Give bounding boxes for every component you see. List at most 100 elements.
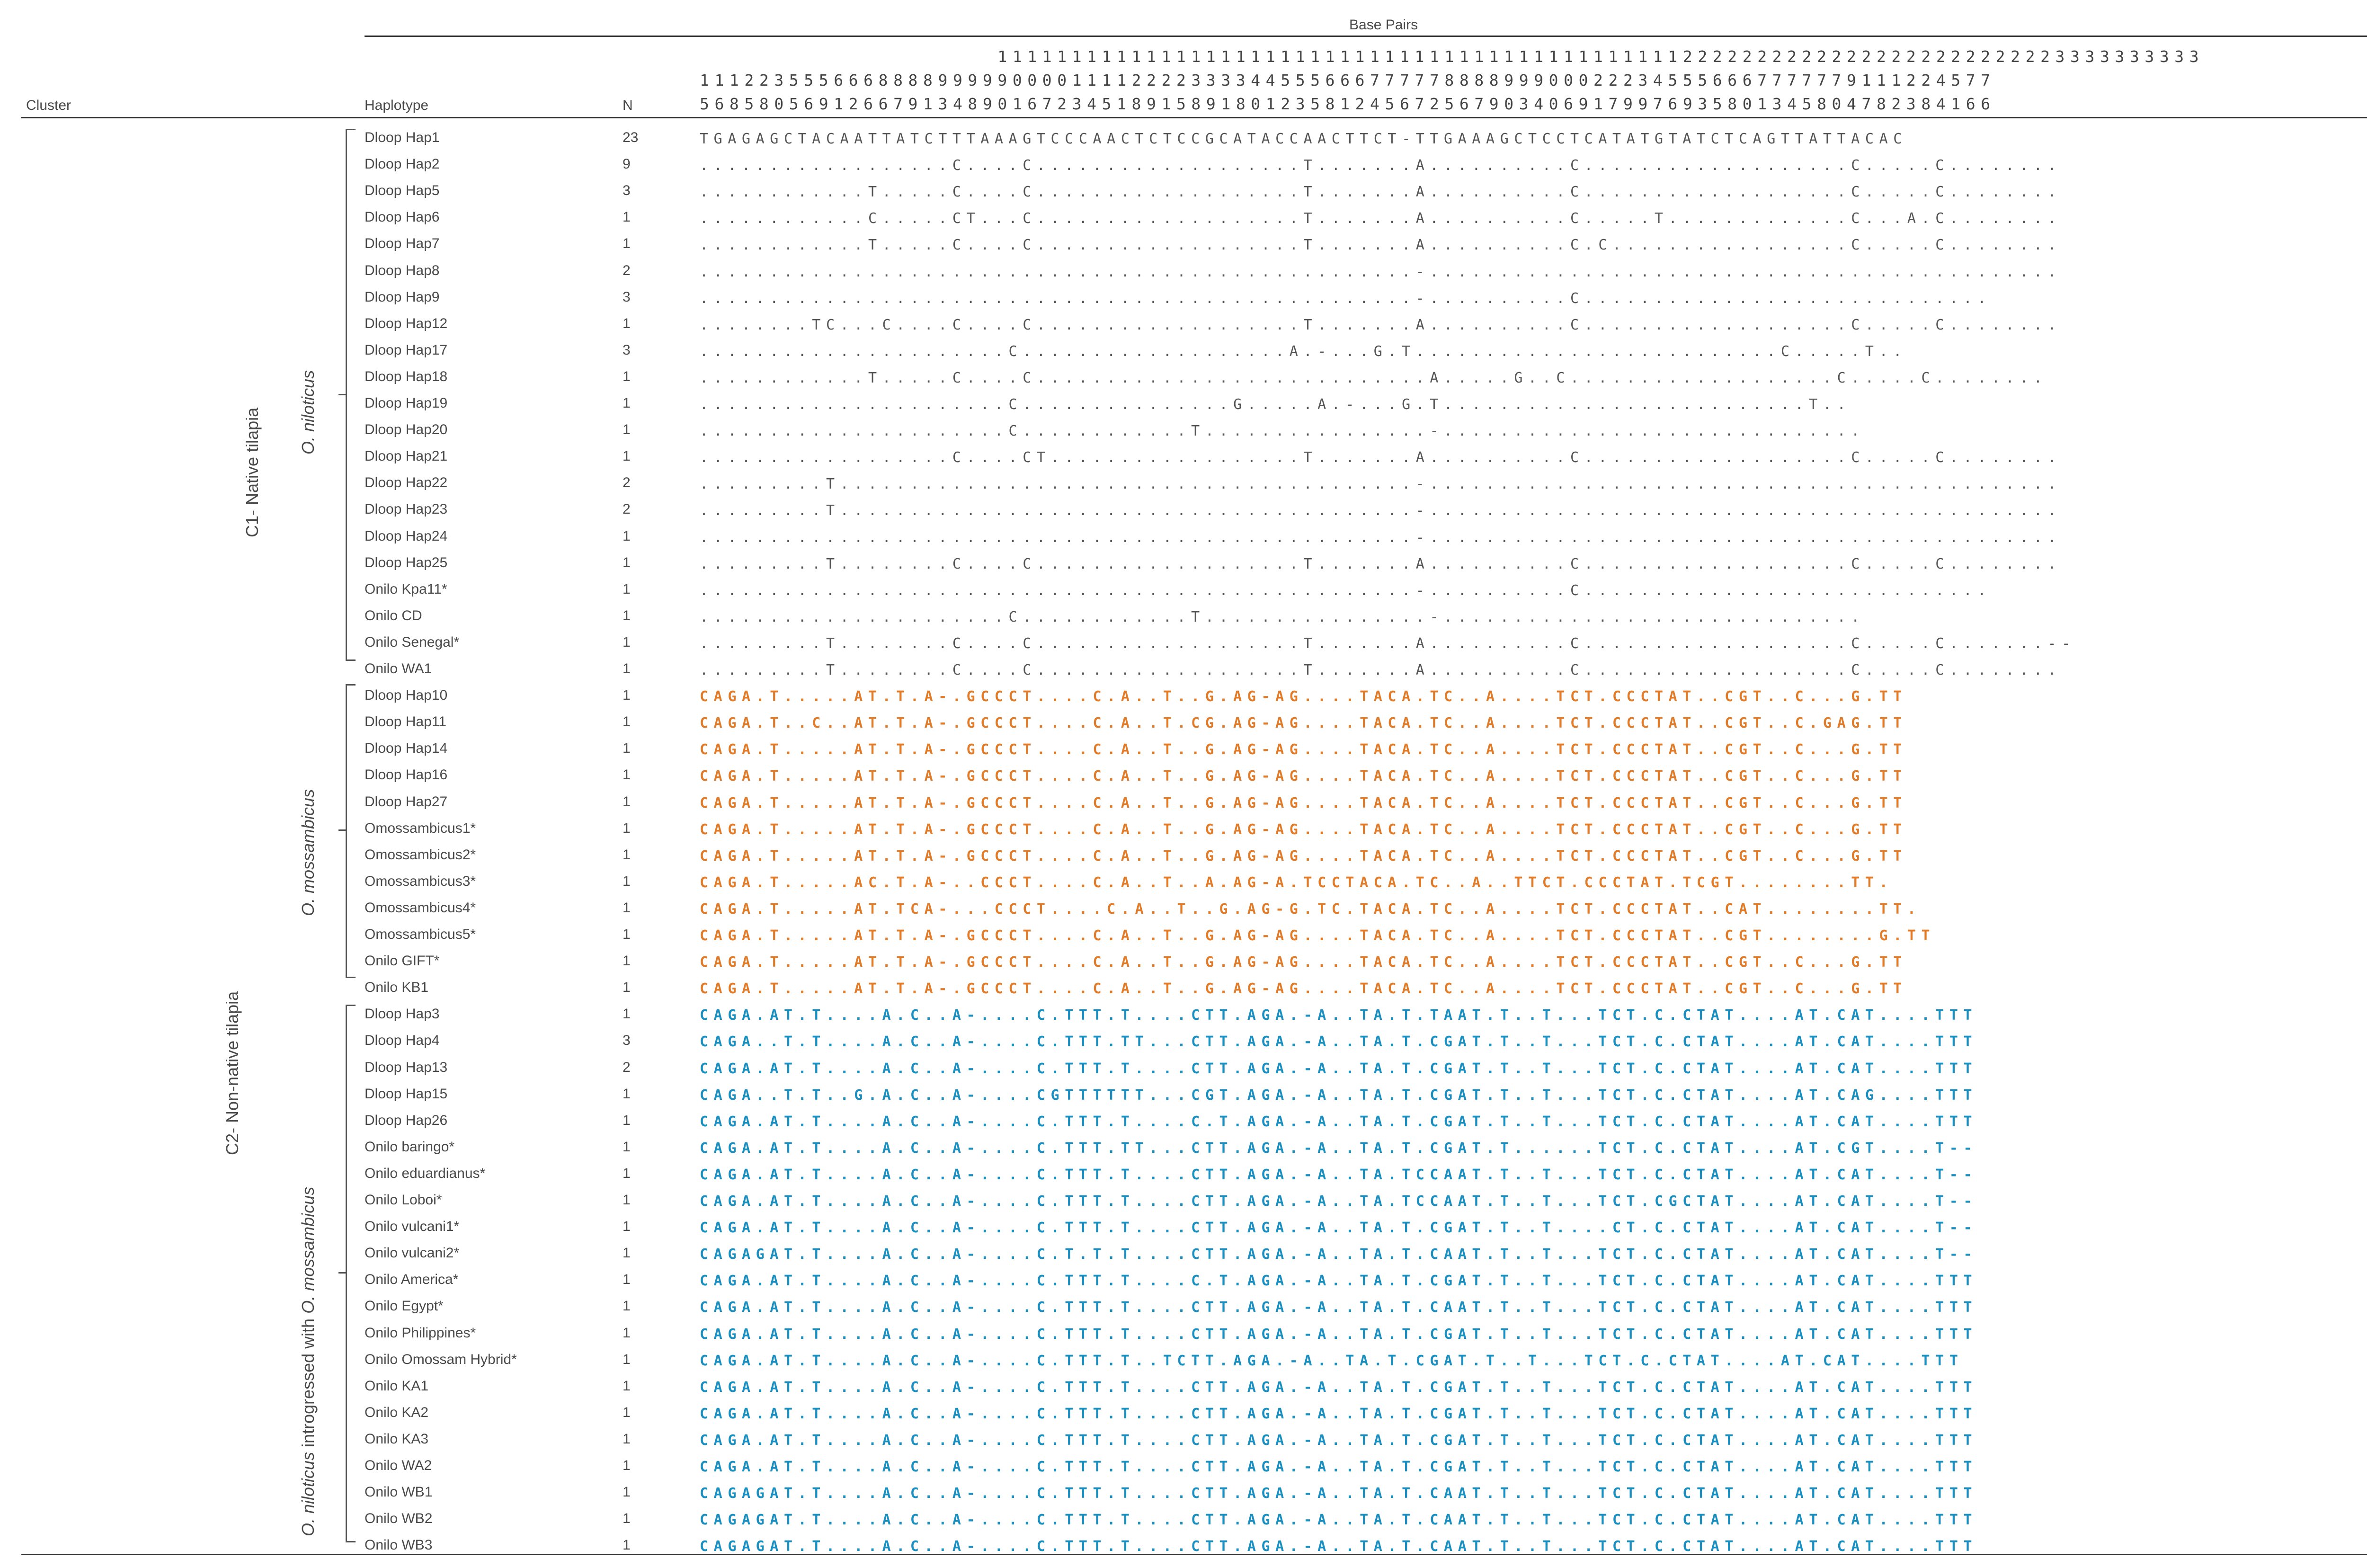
haplotype-name: Onilo vulcani2* (365, 1245, 460, 1261)
haplotype-count: 3 (623, 289, 631, 305)
haplotype-name: Dloop Hap24 (365, 528, 448, 544)
haplotype-count: 1 (623, 1378, 631, 1394)
table-row: Onilo Egypt* 1 CAGA.AT.T....A.C..A-....C.T… (0, 1295, 2367, 1322)
header-rule (21, 117, 2367, 118)
haplotype-sequence: CAGAGAT.T....A.C..A-....C.T.T.T....CTT.A… (700, 1246, 1978, 1263)
haplotype-sequence: CAGA.T.....AT.T.A-.GCCCT....C.A..T..G.AG… (700, 821, 1907, 838)
haplotype-count: 1 (623, 236, 631, 252)
haplotype-sequence: .........T..............................… (700, 502, 2062, 519)
haplotype-name: Omossambicus5* (365, 927, 476, 942)
haplotype-name: Dloop Hap22 (365, 475, 448, 491)
haplotype-name: Onilo vulcani1* (365, 1219, 460, 1235)
table-row: Dloop Hap18 1 ............T.....C....C....… (0, 366, 2367, 392)
haplotype-name: Onilo baringo* (365, 1139, 455, 1155)
haplotype-sequence: ............T.....C....C................… (700, 184, 2062, 201)
table-row: Onilo WA2 1 CAGA.AT.T....A.C..A-....C.TTT.… (0, 1455, 2367, 1481)
table-row: Onilo KB1 1 CAGA.T.....AT.T.A-.GCCCT....C.… (0, 977, 2367, 1003)
haplotype-sequence: CAGA.T.....AT.T.A-.GCCCT....C.A..T..G.AG… (700, 768, 1907, 785)
position-header-row: 1111111111111111111111111111111111111111… (700, 47, 2205, 66)
table-row: Onilo GIFT* 1 CAGA.T.....AT.T.A-.GCCCT....… (0, 950, 2367, 977)
table-row: Onilo CD 1 ......................C........… (0, 605, 2367, 632)
haplotype-count: 1 (623, 1245, 631, 1261)
haplotype-name: Onilo Kpa11* (365, 581, 447, 597)
table-row: Dloop Hap12 1 ........TC...C....C....C....… (0, 313, 2367, 339)
haplotype-count: 1 (623, 820, 631, 836)
haplotype-sequence: ........................................… (700, 263, 2062, 280)
haplotype-sequence: CAGA.AT.T....A.C..A-....C.TTT.T....CTT.A… (700, 1060, 1978, 1077)
haplotype-name: Omossambicus3* (365, 873, 476, 889)
haplotype-name: Onilo Senegal* (365, 634, 460, 650)
haplotype-name: Dloop Hap20 (365, 422, 448, 438)
haplotype-sequence: CAGA..T.T....A.C..A-....C.TTT.TT...CTT.A… (700, 1033, 1978, 1051)
haplotype-name: Onilo KA1 (365, 1378, 429, 1394)
table-row: Onilo WB1 1 CAGAGAT.T....A.C..A-....C.TTT.… (0, 1481, 2367, 1508)
haplotype-name: Dloop Hap16 (365, 767, 448, 783)
haplotype-name: Onilo KA3 (365, 1431, 429, 1447)
haplotype-sequence: ......................C............T....… (700, 608, 1865, 625)
bracket-niloticus (346, 129, 356, 661)
haplotype-sequence: ........................................… (700, 529, 2062, 546)
haplotype-count: 1 (623, 980, 631, 996)
haplotype-sequence: TGAGAGCTACAATTATCTTTAAAGTCCCAACTCTCCGCAT… (700, 131, 1907, 147)
top-rule (365, 36, 2367, 37)
haplotype-count: 1 (623, 740, 631, 757)
table-row: Onilo vulcani2* 1 CAGAGAT.T....A.C..A-....… (0, 1242, 2367, 1269)
haplotype-sequence: CAGA.AT.T....A.C..A-....C.TTT.T..TCTT.AG… (700, 1352, 1964, 1369)
haplotype-count: 1 (623, 1325, 631, 1341)
haplotype-sequence: CAGA.AT.T....A.C..A-....C.TTT.T....CTT.A… (700, 1193, 1978, 1210)
haplotype-sequence: CAGA.AT.T....A.C..A-....C.TTT.T....CTT.A… (700, 1379, 1978, 1396)
haplotype-sequence: CAGA.AT.T....A.C..A-....C.TTT.T....CTT.A… (700, 1220, 1978, 1237)
table-row: Dloop Hap1 23 TGAGAGCTACAATTATCTTTAAAGTCCC… (0, 127, 2367, 153)
haplotype-sequence: CAGA.T.....AT.T.A-.GCCCT....C.A..T..G.AG… (700, 847, 1907, 864)
haplotype-count: 1 (623, 448, 631, 464)
table-row: Onilo Kpa11* 1...........................… (0, 579, 2367, 605)
table-row: Dloop Hap11 1 CAGA.T..C..AT.T.A-.GCCCT....… (0, 711, 2367, 738)
bracket-introgressed (346, 1005, 356, 1542)
haplotype-sequence: CAGA.AT.T....A.C..A-....C.TTT.T....CTT.A… (700, 1459, 1978, 1475)
haplotype-name: Onilo KB1 (365, 980, 429, 996)
table-row: Dloop Hap9 3.............................… (0, 286, 2367, 313)
haplotype-name: Onilo WB1 (365, 1484, 433, 1500)
haplotype-sequence: CAGA.T..C..AT.T.A-.GCCCT....C.A..T.CG.AG… (700, 715, 1907, 732)
haplotype-sequence: CAGA.AT.T....A.C..A-....C.TTT.T....CTT.A… (700, 1299, 1978, 1316)
haplotype-count: 1 (623, 1139, 631, 1155)
table-row: Dloop Hap20 1 ......................C.....… (0, 419, 2367, 445)
introgressed-text: introgressed with (298, 1313, 318, 1452)
table-row: Onilo KA1 1 CAGA.AT.T....A.C..A-....C.TTT.… (0, 1375, 2367, 1402)
table-row: Onilo Philippines* 1 CAGA.AT.T....A.C..A-.… (0, 1322, 2367, 1349)
table-row: Dloop Hap26 1 CAGA.AT.T....A.C..A-....C.TT… (0, 1110, 2367, 1136)
haplotype-count: 1 (623, 1006, 631, 1022)
table-row: Onilo Loboi* 1 CAGA.AT.T....A.C..A-....C.T… (0, 1189, 2367, 1216)
haplotype-sequence: CAGAGAT.T....A.C..A-....C.TTT.T....CTT.A… (700, 1485, 1978, 1502)
haplotype-count: 1 (623, 927, 631, 942)
haplotype-sequence: ......................C...............G.… (700, 396, 1851, 413)
base-pairs-header: Base Pairs (1349, 17, 1418, 33)
table-row: Onilo WA1 1 .........T........C....C......… (0, 658, 2367, 685)
table-row: Dloop Hap14 1 CAGA.T.....AT.T.A-.GCCCT....… (0, 738, 2367, 764)
haplotype-count: 1 (623, 873, 631, 889)
haplotype-name: Dloop Hap14 (365, 740, 448, 757)
haplotype-count: 1 (623, 1431, 631, 1447)
haplotype-sequence: CAGA.AT.T....A.C..A-....C.TTT.T....CTT.A… (700, 1432, 1978, 1449)
haplotype-count: 1 (623, 422, 631, 438)
haplotype-count: 3 (623, 342, 631, 358)
haplotype-sequence: ........................................… (700, 582, 1992, 599)
haplotype-sequence: CAGA.T.....AT.T.A-.GCCCT....C.A..T..G.AG… (700, 688, 1907, 705)
species-mossambicus-2: O. mossambicus (298, 1186, 318, 1314)
haplotype-count: 1 (623, 714, 631, 730)
table-row: Dloop Hap19 1 ......................C.....… (0, 392, 2367, 419)
haplotype-name: Onilo Omossam Hybrid* (365, 1351, 517, 1367)
haplotype-name: Dloop Hap12 (365, 315, 448, 331)
haplotype-count: 1 (623, 395, 631, 411)
haplotype-sequence: ..................C....CT...............… (700, 449, 2062, 466)
haplotype-count: 2 (623, 501, 631, 517)
table-row: Dloop Hap10 1 CAGA.T.....AT.T.A-.GCCCT....… (0, 685, 2367, 711)
table-row: Dloop Hap17 3 ......................C.....… (0, 339, 2367, 366)
haplotype-sequence: CAGA..T.T..G.A.C..A-....CGTTTTTT...CGT.A… (700, 1087, 1978, 1104)
haplotype-name: Dloop Hap26 (365, 1112, 448, 1128)
haplotype-name: Dloop Hap15 (365, 1086, 448, 1102)
table-row: Onilo Senegal* 1 .........T........C....C.… (0, 632, 2367, 658)
haplotype-count: 1 (623, 1192, 631, 1208)
cluster-c3-species: O. niloticus introgressed with O. mossam… (298, 1187, 318, 1536)
haplotype-count: 1 (623, 661, 631, 677)
